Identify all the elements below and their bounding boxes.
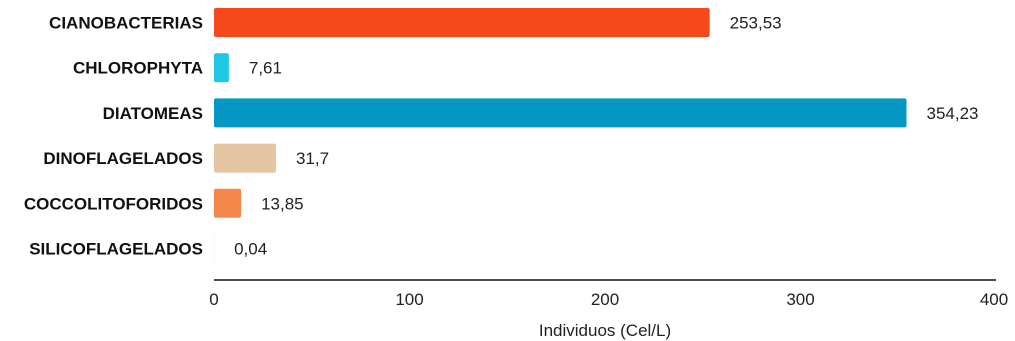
x-tick-label-0: 0 [209,290,218,309]
bar-dinoflagelados [214,143,276,173]
bars-layer [214,8,907,263]
value-label-cianobacterias: 253,53 [730,14,782,33]
category-label-diatomeas: DIATOMEAS [103,104,203,123]
category-labels: CIANOBACTERIAS CHLOROPHYTA DIATOMEAS DINOFL… [24,14,203,259]
category-label-chlorophyta: CHLOROPHYTA [73,59,203,78]
value-label-dinoflagelados: 31,7 [296,149,329,168]
x-tick-label-400: 400 [980,290,1008,309]
x-axis-ticks: 0 100 200 300 400 [209,290,1008,309]
category-label-coccolitoforidos: COCCOLITOFORIDOS [24,194,203,213]
value-labels: 253,53 7,61 354,23 31,7 13,85 0,04 [233,12,980,260]
bar-diatomeas [214,98,907,128]
bar-cianobacterias [214,8,710,37]
x-tick-label-100: 100 [395,290,423,309]
x-tick-label-300: 300 [786,290,814,309]
category-label-silicoflagelados: SILICOFLAGELADOS [29,240,203,259]
bar-chlorophyta [214,53,229,83]
category-label-cianobacterias: CIANOBACTERIAS [49,14,203,33]
x-axis-title: Individuos (Cel/L) [539,321,671,340]
value-label-chlorophyta: 7,61 [249,59,282,78]
x-tick-label-200: 200 [591,290,619,309]
bar-coccolitoforidos [214,188,242,218]
value-label-diatomeas: 354,23 [927,104,979,123]
value-label-coccolitoforidos: 13,85 [261,194,304,213]
value-label-silicoflagelados: 0,04 [234,240,267,259]
category-label-dinoflagelados: DINOFLAGELADOS [43,149,203,168]
